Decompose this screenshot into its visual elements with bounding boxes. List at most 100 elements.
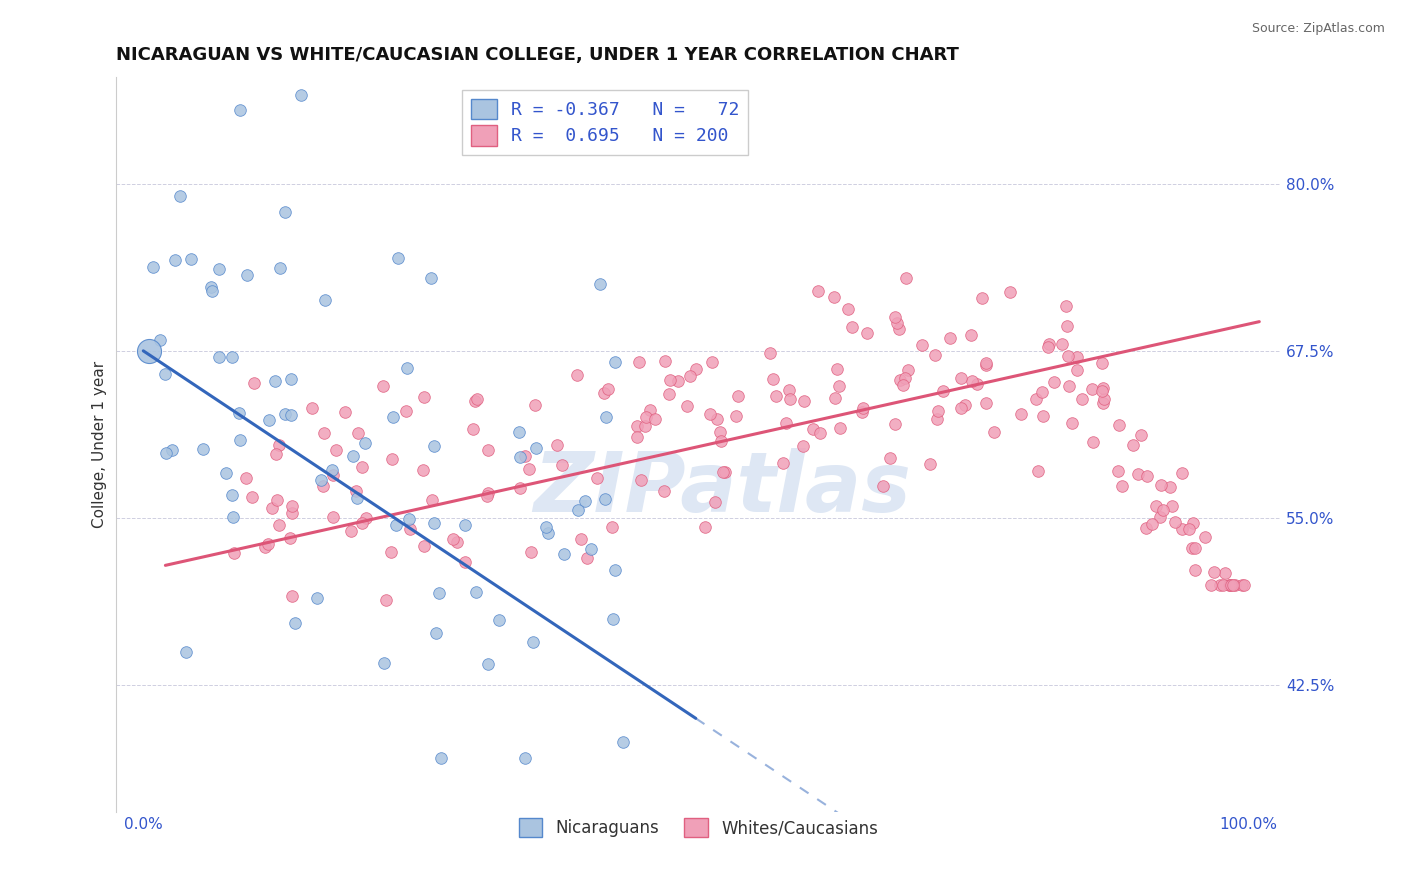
Point bbox=[706, 412, 728, 426]
Point bbox=[883, 417, 905, 431]
Point bbox=[508, 425, 530, 439]
Point bbox=[420, 492, 443, 507]
Point bbox=[960, 328, 983, 343]
Point bbox=[627, 355, 650, 369]
Point bbox=[1091, 381, 1114, 395]
Point bbox=[704, 495, 727, 509]
Point bbox=[801, 422, 824, 436]
Point bbox=[709, 425, 731, 439]
Point bbox=[221, 488, 243, 502]
Point bbox=[1130, 428, 1153, 442]
Point bbox=[727, 389, 749, 403]
Point bbox=[972, 291, 994, 305]
Point bbox=[138, 343, 160, 358]
Point bbox=[257, 412, 280, 426]
Point bbox=[581, 542, 603, 557]
Point bbox=[998, 285, 1021, 299]
Point bbox=[823, 290, 845, 304]
Y-axis label: College, Under 1 year: College, Under 1 year bbox=[93, 361, 107, 528]
Point bbox=[1199, 577, 1222, 591]
Point bbox=[534, 520, 557, 534]
Point bbox=[412, 390, 434, 404]
Point bbox=[229, 433, 252, 447]
Point bbox=[1194, 530, 1216, 544]
Text: Source: ZipAtlas.com: Source: ZipAtlas.com bbox=[1251, 22, 1385, 36]
Point bbox=[830, 421, 852, 435]
Point bbox=[652, 483, 675, 498]
Point bbox=[602, 612, 624, 626]
Point bbox=[762, 372, 785, 386]
Point bbox=[546, 438, 568, 452]
Point bbox=[1108, 417, 1130, 432]
Point bbox=[824, 391, 846, 405]
Point bbox=[966, 376, 988, 391]
Point bbox=[477, 657, 499, 672]
Point bbox=[711, 465, 734, 479]
Point bbox=[522, 635, 544, 649]
Point bbox=[891, 377, 914, 392]
Point bbox=[924, 348, 946, 362]
Point bbox=[551, 458, 574, 472]
Point bbox=[312, 479, 335, 493]
Point bbox=[394, 404, 416, 418]
Point bbox=[517, 461, 540, 475]
Point bbox=[224, 546, 246, 560]
Point bbox=[1056, 318, 1078, 333]
Point bbox=[779, 392, 801, 406]
Point bbox=[634, 410, 657, 425]
Point bbox=[679, 369, 702, 384]
Point bbox=[1136, 468, 1159, 483]
Point bbox=[423, 516, 446, 531]
Point bbox=[398, 512, 420, 526]
Point bbox=[1159, 481, 1181, 495]
Point bbox=[520, 545, 543, 559]
Point bbox=[1149, 509, 1171, 524]
Point bbox=[1122, 437, 1144, 451]
Point bbox=[630, 473, 652, 487]
Point bbox=[266, 492, 288, 507]
Point bbox=[253, 540, 276, 554]
Point bbox=[1032, 409, 1054, 424]
Point bbox=[274, 205, 297, 219]
Point bbox=[949, 401, 972, 415]
Point bbox=[163, 253, 186, 268]
Point bbox=[927, 411, 949, 425]
Point bbox=[208, 261, 231, 276]
Point bbox=[974, 395, 997, 409]
Point bbox=[1219, 577, 1241, 591]
Legend: Nicaraguans, Whites/Caucasians: Nicaraguans, Whites/Caucasians bbox=[512, 812, 884, 844]
Point bbox=[301, 401, 323, 415]
Point bbox=[724, 409, 747, 424]
Point bbox=[887, 322, 910, 336]
Point bbox=[446, 534, 468, 549]
Point bbox=[1213, 566, 1236, 580]
Point bbox=[1223, 577, 1246, 591]
Point bbox=[453, 555, 475, 569]
Point bbox=[626, 430, 648, 444]
Point bbox=[1181, 541, 1204, 556]
Point bbox=[1026, 465, 1049, 479]
Point bbox=[461, 422, 484, 436]
Point bbox=[1171, 522, 1194, 536]
Point bbox=[354, 511, 377, 525]
Point bbox=[1092, 396, 1115, 410]
Point bbox=[201, 284, 224, 298]
Point bbox=[1031, 384, 1053, 399]
Point bbox=[1091, 384, 1114, 398]
Point bbox=[423, 439, 446, 453]
Point bbox=[765, 389, 787, 403]
Point bbox=[160, 442, 183, 457]
Point bbox=[281, 589, 304, 603]
Point bbox=[927, 404, 949, 418]
Point bbox=[1233, 577, 1256, 591]
Point bbox=[312, 425, 335, 440]
Point bbox=[675, 399, 697, 413]
Point bbox=[983, 425, 1005, 439]
Point bbox=[778, 384, 800, 398]
Point bbox=[513, 449, 536, 463]
Point bbox=[311, 474, 333, 488]
Point bbox=[658, 373, 681, 387]
Point bbox=[828, 379, 851, 393]
Point bbox=[344, 484, 367, 499]
Point bbox=[897, 363, 920, 377]
